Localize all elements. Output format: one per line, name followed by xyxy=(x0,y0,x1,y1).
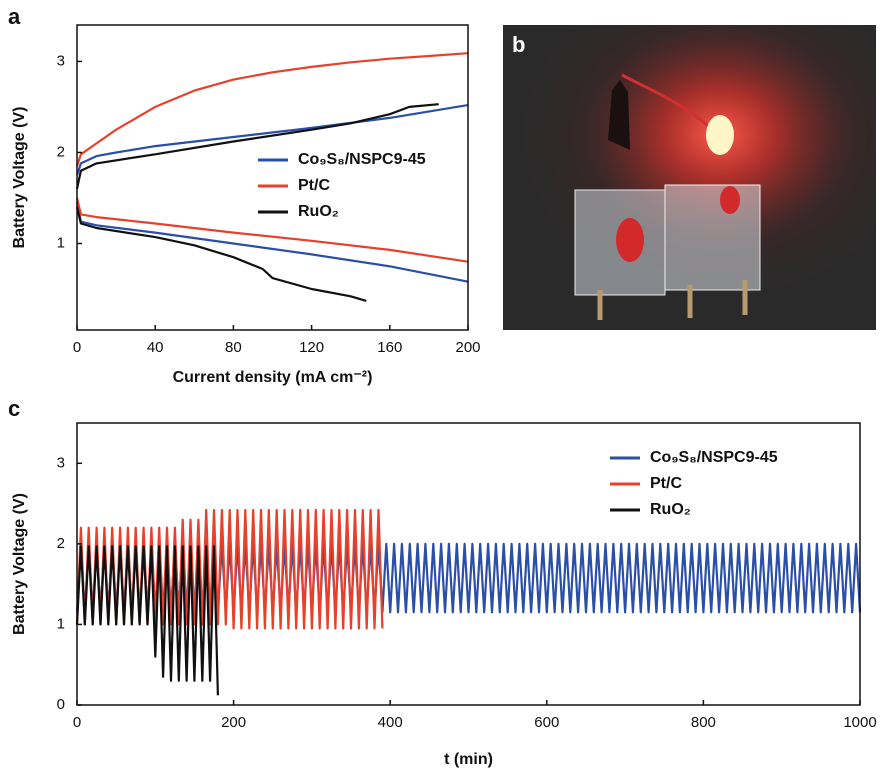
series-line xyxy=(75,52,469,263)
plot-frame xyxy=(76,422,861,706)
x-tick-label: 200 xyxy=(221,714,246,731)
x-tick-label: 200 xyxy=(455,339,480,356)
y-tick-label: 0 xyxy=(57,696,65,713)
legend-label: Pt/C xyxy=(650,475,682,492)
y-tick-label: 1 xyxy=(57,615,65,632)
panel-label: c xyxy=(8,396,20,421)
x-tick-label: 0 xyxy=(73,339,81,356)
x-axis-label: t (min) xyxy=(444,751,493,768)
y-tick-label: 2 xyxy=(57,535,65,552)
series-line xyxy=(75,104,469,283)
series-line xyxy=(75,545,219,696)
x-tick-label: 160 xyxy=(377,339,402,356)
y-axis-label: Battery Voltage (V) xyxy=(11,493,28,635)
y-tick-label: 2 xyxy=(57,143,65,160)
x-tick-label: 0 xyxy=(73,714,81,731)
x-tick-label: 1000 xyxy=(843,714,876,731)
panel-label: a xyxy=(8,4,21,29)
x-tick-label: 120 xyxy=(299,339,324,356)
series-line xyxy=(75,508,384,630)
y-axis-label: Battery Voltage (V) xyxy=(11,107,28,249)
y-tick-label: 3 xyxy=(57,454,65,471)
legend-label: Pt/C xyxy=(298,177,330,194)
y-tick-label: 1 xyxy=(57,234,65,251)
x-tick-label: 80 xyxy=(225,339,242,356)
legend-label: RuO₂ xyxy=(650,501,691,518)
legend-label: RuO₂ xyxy=(298,203,339,220)
x-tick-label: 400 xyxy=(378,714,403,731)
photo xyxy=(503,25,876,330)
x-tick-label: 600 xyxy=(534,714,559,731)
x-axis-label: Current density (mA cm⁻²) xyxy=(173,369,373,386)
x-tick-label: 40 xyxy=(147,339,164,356)
x-tick-label: 800 xyxy=(691,714,716,731)
legend-label: Co₉S₈/NSPC9-45 xyxy=(650,449,778,466)
plot-frame xyxy=(76,24,469,331)
panel-label: b xyxy=(512,32,525,57)
series-line xyxy=(75,103,439,302)
y-tick-label: 3 xyxy=(57,52,65,69)
legend-label: Co₉S₈/NSPC9-45 xyxy=(298,151,426,168)
